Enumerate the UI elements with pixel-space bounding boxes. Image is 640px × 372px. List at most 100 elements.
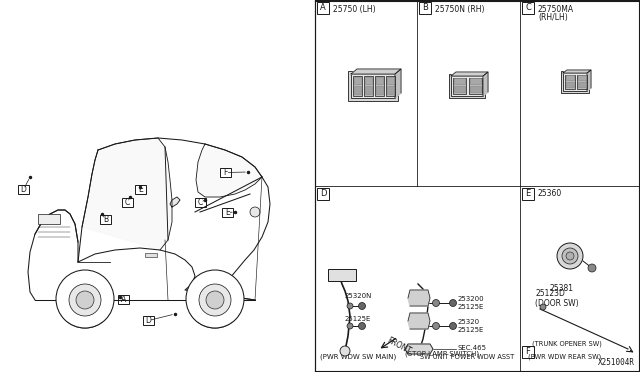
Text: D: D: [145, 316, 152, 325]
Circle shape: [76, 291, 94, 309]
Circle shape: [449, 299, 456, 307]
Bar: [470, 86, 481, 92]
Bar: [565, 75, 575, 89]
Bar: [222, 208, 233, 217]
Bar: [386, 76, 395, 96]
Text: 25320N: 25320N: [345, 293, 372, 299]
Polygon shape: [408, 313, 430, 329]
Bar: [143, 316, 154, 325]
Text: (RH/LH): (RH/LH): [538, 13, 568, 22]
Circle shape: [347, 303, 353, 309]
Text: C: C: [525, 3, 531, 13]
Bar: [328, 269, 356, 281]
Bar: [469, 78, 482, 94]
Bar: [522, 346, 534, 358]
Circle shape: [250, 207, 260, 217]
Bar: [348, 71, 398, 101]
Bar: [454, 86, 465, 92]
Bar: [145, 253, 157, 257]
Bar: [470, 78, 481, 84]
Bar: [365, 86, 372, 94]
Text: 25320: 25320: [458, 319, 480, 325]
Bar: [561, 71, 589, 93]
Circle shape: [347, 323, 353, 329]
Bar: [317, 2, 329, 14]
Circle shape: [588, 264, 596, 272]
Bar: [577, 75, 587, 89]
Bar: [387, 77, 394, 84]
Text: X251004R: X251004R: [598, 358, 635, 367]
Text: FRONT: FRONT: [385, 336, 412, 356]
Text: SEC.465: SEC.465: [458, 345, 487, 351]
Bar: [118, 295, 129, 304]
Circle shape: [433, 323, 440, 330]
Polygon shape: [351, 69, 401, 74]
Circle shape: [56, 270, 114, 328]
Bar: [122, 198, 133, 207]
Bar: [454, 78, 465, 84]
Polygon shape: [483, 72, 488, 96]
Polygon shape: [563, 70, 591, 73]
Bar: [376, 86, 383, 94]
Text: D: D: [320, 189, 326, 199]
Text: (TRUNK OPENER SW): (TRUNK OPENER SW): [532, 340, 602, 347]
Text: F: F: [525, 347, 531, 356]
Bar: [566, 82, 574, 87]
Text: D: D: [20, 185, 26, 194]
Bar: [353, 76, 362, 96]
Bar: [354, 77, 361, 84]
Text: C: C: [198, 198, 203, 207]
Text: (PWR WDW SW MAIN): (PWR WDW SW MAIN): [320, 353, 396, 360]
Text: 25750MA: 25750MA: [538, 5, 574, 14]
Bar: [195, 198, 206, 207]
Bar: [38, 214, 60, 224]
Polygon shape: [451, 72, 488, 76]
Circle shape: [206, 291, 224, 309]
Text: (PWR WDW REAR SW): (PWR WDW REAR SW): [528, 353, 601, 360]
Text: A: A: [320, 3, 326, 13]
Text: (DOOR SW): (DOOR SW): [535, 299, 579, 308]
Text: 25381: 25381: [550, 284, 574, 293]
Bar: [522, 2, 534, 14]
Text: B: B: [103, 215, 108, 224]
Text: E: E: [225, 208, 230, 217]
Text: 25125E: 25125E: [458, 304, 484, 310]
Bar: [365, 77, 372, 84]
Text: 25123D: 25123D: [535, 289, 565, 298]
Polygon shape: [82, 138, 172, 250]
Bar: [351, 74, 395, 98]
Text: (STOP LAMP SWITCH): (STOP LAMP SWITCH): [405, 350, 479, 357]
Bar: [135, 185, 146, 194]
Bar: [578, 82, 586, 87]
Polygon shape: [587, 70, 591, 91]
Polygon shape: [196, 144, 262, 197]
Circle shape: [199, 284, 231, 316]
Text: SW UNIT POWER WDW ASST: SW UNIT POWER WDW ASST: [420, 354, 515, 360]
Bar: [451, 76, 483, 96]
Polygon shape: [408, 290, 430, 306]
Bar: [315, 0, 640, 372]
Bar: [18, 185, 29, 194]
Text: 253200: 253200: [458, 296, 484, 302]
Text: A: A: [121, 295, 126, 304]
Bar: [566, 75, 574, 80]
Circle shape: [433, 299, 440, 307]
Circle shape: [358, 323, 365, 330]
Text: 25360: 25360: [538, 189, 563, 198]
Polygon shape: [405, 344, 433, 354]
Text: 25125E: 25125E: [458, 327, 484, 333]
Bar: [563, 73, 587, 91]
Circle shape: [449, 323, 456, 330]
Bar: [453, 78, 466, 94]
Text: 25750N (RH): 25750N (RH): [435, 5, 484, 14]
Circle shape: [340, 346, 350, 356]
Polygon shape: [395, 69, 401, 98]
Bar: [220, 168, 231, 177]
Circle shape: [540, 304, 546, 310]
Circle shape: [557, 243, 583, 269]
Bar: [376, 77, 383, 84]
Bar: [364, 76, 373, 96]
Text: 25750 (LH): 25750 (LH): [333, 5, 376, 14]
Text: E: E: [138, 185, 143, 194]
Circle shape: [562, 248, 578, 264]
